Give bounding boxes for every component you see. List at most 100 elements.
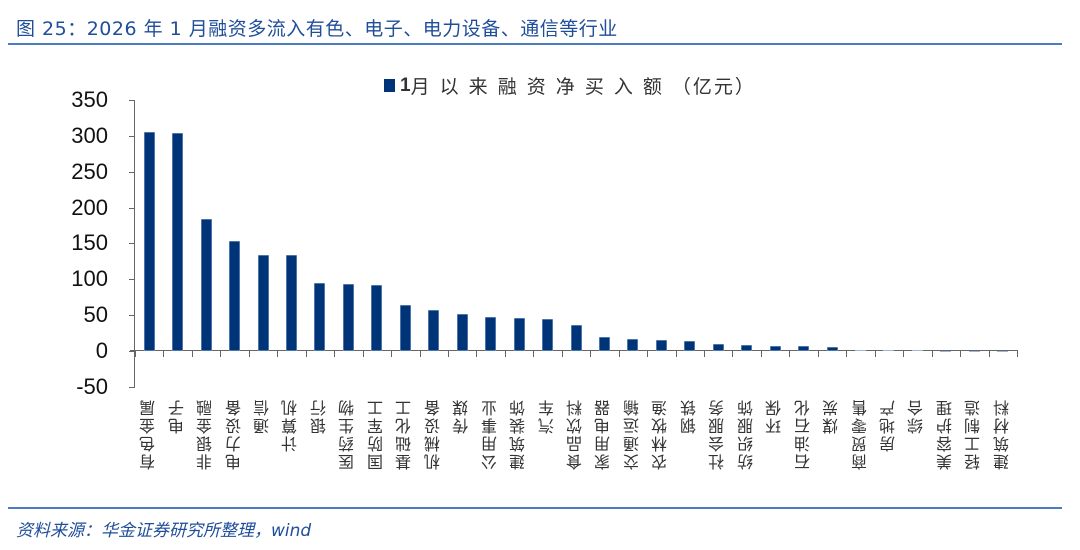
y-tick [129,172,135,173]
y-tick [129,315,135,316]
x-tick-label: 交通运输 [622,398,642,470]
x-tick-label: 综合 [907,398,927,434]
x-tick-label: 纺织服饰 [736,398,756,470]
x-tick-label: 社会服务 [708,398,728,470]
legend-swatch [384,79,395,92]
y-tick [129,243,135,244]
bar-15 [570,325,582,351]
x-tick [505,351,506,357]
bar-chart: 350 300 250 200 150 100 50 0 -50 有色金属 电子 非银金融 电力设备 通信… [71,87,1018,470]
x-tick-label: 机械设备 [423,398,443,470]
bar-10 [428,310,440,351]
x-tick-label: 电子 [167,398,187,434]
y-tick [129,100,135,101]
bar-26 [883,349,895,351]
y-tick [129,351,135,352]
x-tick-label: 农林牧渔 [651,398,671,470]
x-tick [448,351,449,357]
bar-13 [513,318,525,351]
x-tick [420,351,421,357]
x-tick-label: 商贸零售 [850,398,870,470]
x-tick [192,351,193,357]
x-tick-label: 环保 [765,398,785,434]
x-tick-label: 非银金融 [196,398,216,470]
x-tick [903,351,904,357]
x-tick [989,351,990,357]
y-tick [129,136,135,137]
x-tick-label: 有色金属 [139,398,159,470]
bar-7 [342,284,354,351]
bar-9 [399,305,411,351]
legend-label-number: 1 [400,74,411,96]
x-tick [960,351,961,357]
bar-25 [855,349,867,351]
bar-4 [257,254,269,351]
bar-2 [200,219,212,351]
source-divider [8,507,1062,509]
bar-29 [968,351,980,353]
x-tick [163,351,164,357]
x-tick [619,351,620,357]
bar-30 [997,351,1009,353]
x-tick-label: 石油石化 [793,398,813,470]
x-tick [875,351,876,357]
x-tick [533,351,534,357]
x-tick [818,351,819,357]
x-tick-label: 家用电器 [594,398,614,470]
source-note: 资料来源：华金证券研究所整理，wind [16,521,312,541]
x-tick-label: 公用事业 [480,398,500,470]
y-tick-label: 100 [71,266,108,292]
x-tick [562,351,563,357]
x-tick [277,351,278,357]
x-tick-label: 房地产 [878,398,898,452]
x-tick [391,351,392,357]
y-tick-label: 150 [71,230,108,256]
bar-27 [911,349,923,351]
x-tick [1017,351,1018,357]
x-tick-label: 计算机 [281,398,301,452]
x-tick-label: 国防军工 [366,398,386,470]
x-tick [249,351,250,357]
bar-3 [229,241,241,351]
bar-17 [627,338,639,351]
x-tick [761,351,762,357]
bar-6 [314,282,326,351]
bar-11 [456,313,468,351]
x-tick-label: 汽车 [537,398,557,434]
x-tick [135,351,136,357]
y-tick-label: 250 [71,158,108,184]
y-tick-label: 50 [83,302,108,328]
y-tick-label: 350 [71,87,108,112]
y-tick-label: 0 [95,338,108,363]
x-tick-label: 传媒 [452,398,472,434]
y-tick-label: 200 [71,194,108,220]
chart-legend: 1 月 以 来 融 资 净 买 入 额 （亿元） [384,72,756,99]
bar-20 [712,343,724,351]
x-tick-label: 基础化工 [395,398,415,470]
bar-14 [542,319,554,351]
x-tick [334,351,335,357]
figure-title: 图 25：2026 年 1 月融资多流入有色、电子、电力设备、通信等行业 [16,18,618,40]
bar-24 [826,347,838,351]
title-divider [8,43,1062,45]
x-tick [647,351,648,357]
x-tick-label: 通信 [253,398,273,434]
legend-label: 月 以 来 融 资 净 买 入 额 （亿元） [410,76,756,98]
y-tick [129,387,135,388]
bar-23 [798,345,810,351]
y-tick-label: 300 [71,122,108,148]
x-tick [676,351,677,357]
x-tick-label: 医药生物 [338,398,358,470]
x-tick [590,351,591,357]
y-tick-label: -50 [76,373,108,399]
bar-18 [655,340,667,351]
x-tick [789,351,790,357]
x-tick-label: 钢铁 [679,398,699,434]
x-tick [932,351,933,357]
bar-22 [769,345,781,351]
x-tick-label: 轻工制造 [964,398,984,470]
bar-16 [598,336,610,351]
bar-8 [371,285,383,351]
x-tick [704,351,705,357]
x-tick [220,351,221,357]
